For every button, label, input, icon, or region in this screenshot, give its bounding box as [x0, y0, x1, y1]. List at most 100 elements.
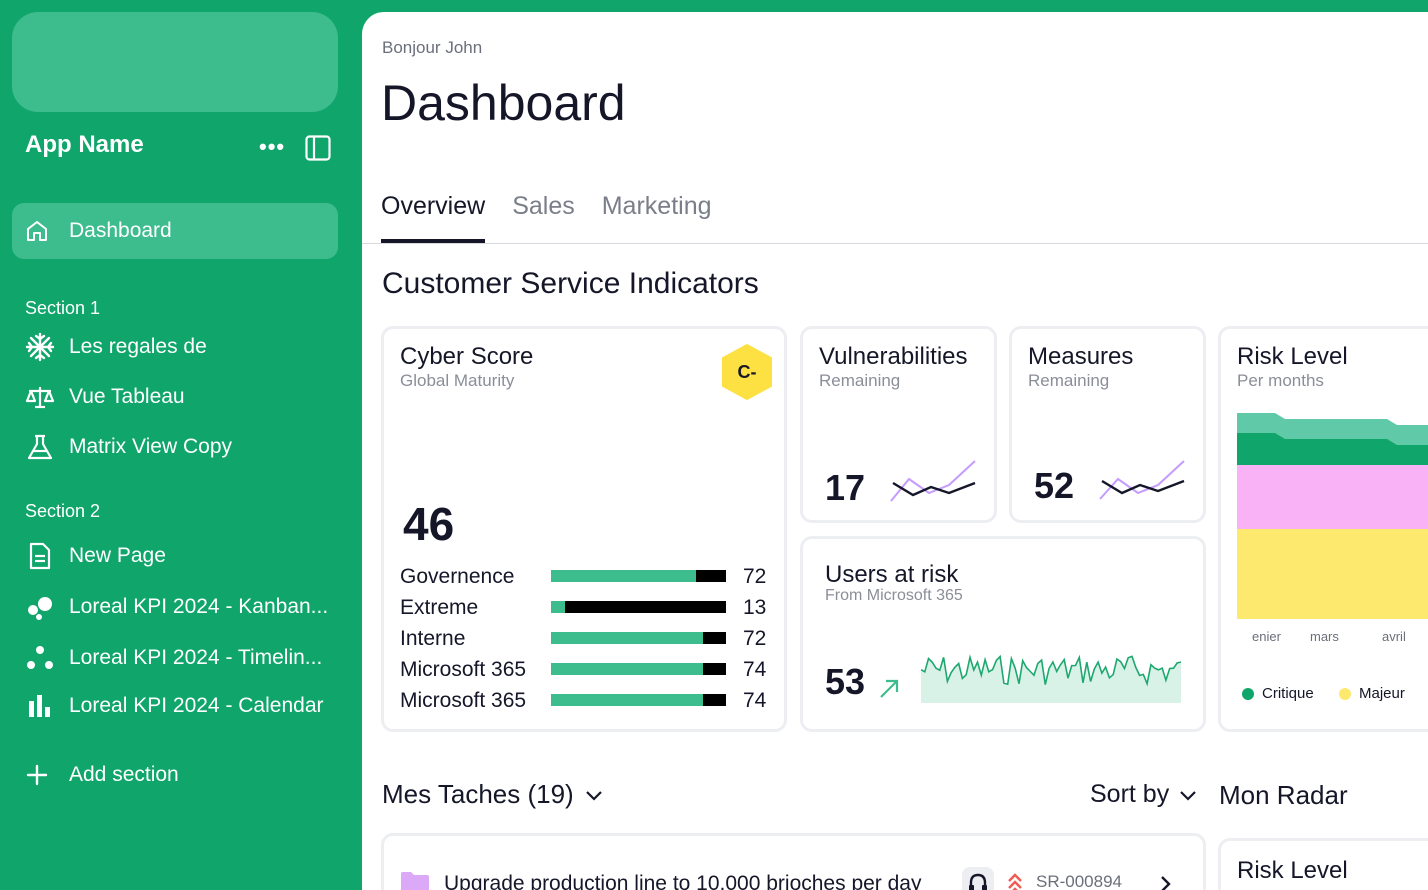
score-bar-fill — [551, 601, 565, 613]
score-row-label: Microsoft 365 — [400, 658, 527, 681]
chevron-right-icon[interactable] — [1158, 874, 1174, 890]
task-card[interactable] — [381, 833, 1206, 890]
month-label: enier — [1252, 629, 1281, 644]
radar-risk-card[interactable]: Risk Level — [1218, 838, 1428, 890]
score-bar-fill — [551, 570, 697, 582]
sidebar-item-kanban[interactable]: Loreal KPI 2024 - Kanban... — [25, 592, 328, 622]
snowflake-icon — [25, 332, 57, 362]
grade-badge: C- — [722, 344, 772, 400]
headset-icon — [962, 867, 994, 890]
users-at-risk-card[interactable]: Users at risk From Microsoft 365 53 — [800, 536, 1206, 732]
score-row-label: Governence — [400, 565, 515, 588]
bar-chart-icon — [25, 691, 57, 721]
trend-up-icon — [880, 679, 899, 698]
sidebar-item-calendar[interactable]: Loreal KPI 2024 - Calendar — [25, 691, 324, 721]
vulnerabilities-card[interactable]: Vulnerabilities Remaining 17 — [800, 326, 997, 523]
legend-majeur: Majeur — [1339, 685, 1405, 702]
tab-overview[interactable]: Overview — [381, 192, 486, 220]
score-row-value: 13 — [743, 596, 767, 619]
balance-scale-icon — [25, 382, 57, 412]
card-title: Risk Level — [1237, 857, 1348, 884]
tabs-divider — [362, 243, 1428, 244]
app-logo-placeholder — [12, 12, 338, 112]
sidebar-item-label: Loreal KPI 2024 - Timelin... — [69, 646, 323, 669]
score-bar-fill — [551, 694, 704, 706]
plus-icon — [25, 760, 57, 790]
folder-icon — [401, 872, 429, 890]
sidebar-item-new-page[interactable]: New Page — [25, 541, 166, 571]
score-bar-track — [551, 632, 726, 644]
measures-card[interactable]: Measures Remaining 52 — [1009, 326, 1206, 523]
score-row: Interne 72 — [400, 627, 770, 653]
sidebar-item-dashboard-content[interactable]: Dashboard — [25, 216, 172, 246]
tab-sales[interactable]: Sales — [512, 192, 575, 220]
cyber-score-value: 46 — [403, 498, 455, 550]
users-at-risk-value: 53 — [825, 661, 866, 702]
sort-by-button[interactable]: Sort by — [1090, 780, 1170, 808]
sparkline-area — [921, 656, 1181, 703]
sidebar-item-label: Les regales de — [69, 335, 207, 358]
score-bar-track — [551, 663, 726, 675]
card-title: Users at risk — [825, 561, 959, 588]
section-title: Customer Service Indicators — [382, 267, 759, 300]
sidebar-item-label: New Page — [69, 544, 166, 567]
legend-label: Critique — [1262, 685, 1314, 702]
chevron-down-icon[interactable] — [584, 788, 604, 804]
sidebar-item-label: Matrix View Copy — [69, 435, 232, 458]
score-row: Microsoft 365 74 — [400, 658, 770, 684]
score-row-value: 74 — [743, 658, 767, 681]
sparkline-line — [920, 654, 1182, 687]
sidebar-item-timeline[interactable]: Loreal KPI 2024 - Timelin... — [25, 643, 322, 673]
sidebar: App Name ••• Dashboard Section 1 Les reg… — [0, 0, 362, 890]
score-row-value: 74 — [743, 689, 767, 712]
card-subtitle: Per months — [1237, 371, 1324, 390]
document-icon — [25, 541, 57, 571]
score-row-label: Interne — [400, 627, 466, 650]
card-title: Risk Level — [1237, 343, 1348, 370]
card-title: Cyber Score — [400, 343, 534, 370]
score-row-value: 72 — [743, 565, 767, 588]
flask-icon — [25, 432, 57, 462]
sidebar-item-vue-tableau[interactable]: Vue Tableau — [25, 382, 185, 412]
sidebar-item-matrix-view-copy[interactable]: Matrix View Copy — [25, 432, 232, 462]
sidebar-item-label: Dashboard — [69, 219, 172, 242]
greeting: Bonjour John — [382, 38, 483, 57]
task-id: SR-000894 — [1036, 872, 1123, 890]
priority-high-icon — [1008, 873, 1022, 890]
card-subtitle: Remaining — [819, 371, 901, 390]
sidebar-item-dashboard[interactable] — [12, 203, 338, 259]
sidebar-toggle-icon[interactable] — [305, 135, 331, 161]
score-bar-track — [551, 601, 726, 613]
vulnerabilities-value: 17 — [825, 467, 866, 508]
tab-marketing[interactable]: Marketing — [601, 192, 712, 220]
card-title: Vulnerabilities — [819, 343, 968, 370]
score-bar-track — [551, 570, 726, 582]
card-subtitle: Remaining — [1028, 371, 1110, 390]
cyber-score-card[interactable]: Cyber Score Global Maturity C- 46 Govern… — [381, 326, 787, 732]
legend-critique: Critique — [1242, 685, 1314, 702]
score-bar-fill — [551, 663, 704, 675]
main-content: Bonjour John Dashboard Overview Sales Ma… — [362, 12, 1428, 890]
tasks-title: Mes Taches (19) — [382, 779, 574, 809]
sidebar-item-les-regales[interactable]: Les regales de — [25, 332, 207, 362]
dots-icon — [25, 643, 57, 673]
sidebar-item-label: Loreal KPI 2024 - Kanban... — [69, 595, 329, 618]
chevron-down-icon[interactable] — [1178, 788, 1198, 804]
more-options-icon[interactable]: ••• — [259, 134, 286, 159]
home-icon — [25, 216, 57, 246]
sidebar-item-label: Loreal KPI 2024 - Calendar — [69, 694, 324, 717]
add-section-label: Add section — [69, 763, 179, 786]
sidebar-item-label: Vue Tableau — [69, 385, 185, 408]
measures-value: 52 — [1034, 465, 1075, 506]
card-subtitle: Global Maturity — [400, 371, 515, 390]
vulnerabilities-sparkline — [890, 460, 976, 502]
section-2-label: Section 2 — [25, 501, 101, 521]
users-sparkline — [920, 654, 1182, 703]
bubbles-icon — [25, 592, 57, 622]
measures-sparkline — [1099, 460, 1185, 500]
add-section-button[interactable]: Add section — [25, 760, 179, 790]
score-row: Microsoft 365 74 — [400, 689, 770, 715]
score-row-value: 72 — [743, 627, 767, 650]
app-name: App Name — [25, 131, 144, 158]
risk-level-card[interactable]: Risk Level Per months enier mars avril C… — [1218, 326, 1428, 732]
